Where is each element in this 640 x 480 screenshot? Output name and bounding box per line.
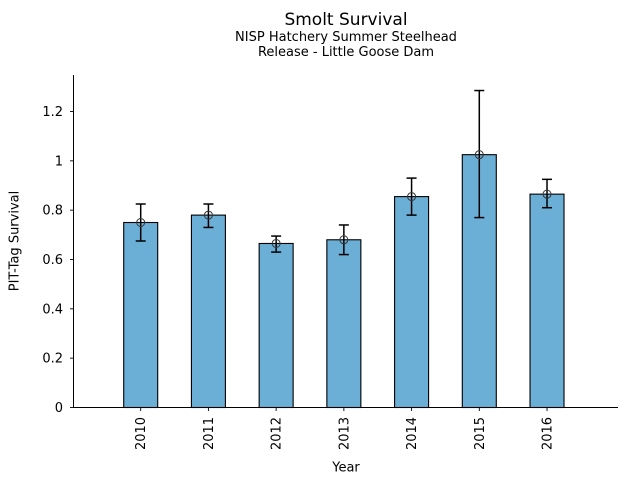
y-tick-label-0.8: 0.8 (42, 204, 63, 219)
y-tick-label-0.6: 0.6 (42, 253, 63, 268)
bar-2014 (394, 196, 430, 409)
bar-2012 (258, 242, 294, 409)
chart-subtitle-line2: Release - Little Goose Dam (257, 45, 435, 60)
x-tick-label-2016: 2016 (541, 417, 556, 450)
data-marker-2015 (474, 150, 484, 160)
y-tick-label-0.2: 0.2 (42, 352, 63, 367)
data-marker-2010 (136, 218, 146, 228)
chart-title: Smolt Survival (284, 10, 408, 30)
bar-2010 (123, 221, 159, 409)
x-tick-label-2014: 2014 (405, 417, 420, 450)
x-tick-label-2010: 2010 (134, 417, 149, 450)
x-tick-label-2013: 2013 (337, 417, 352, 450)
data-marker-2011 (203, 210, 213, 220)
bar-2011 (190, 214, 226, 409)
bar-2013 (326, 239, 362, 409)
chart-subtitle-line1: NISP Hatchery Summer Steelhead (235, 30, 457, 45)
x-axis-label: Year (332, 460, 360, 476)
bar-2016 (529, 193, 565, 409)
y-tick-label-0.4: 0.4 (42, 302, 63, 317)
data-marker-2016 (542, 189, 552, 199)
data-marker-2013 (339, 235, 349, 245)
y-tick-label-1.2: 1.2 (42, 105, 63, 120)
y-tick-label-1: 1 (55, 154, 63, 169)
x-tick-label-2015: 2015 (473, 417, 488, 450)
chart-title-block: Smolt Survival NISP Hatchery Summer Stee… (74, 10, 618, 60)
data-marker-2014 (407, 192, 417, 202)
x-tick-label-2011: 2011 (202, 417, 217, 450)
x-tick-label-2012: 2012 (270, 417, 285, 450)
y-tick-label-0: 0 (55, 401, 63, 416)
data-marker-2012 (271, 238, 281, 248)
